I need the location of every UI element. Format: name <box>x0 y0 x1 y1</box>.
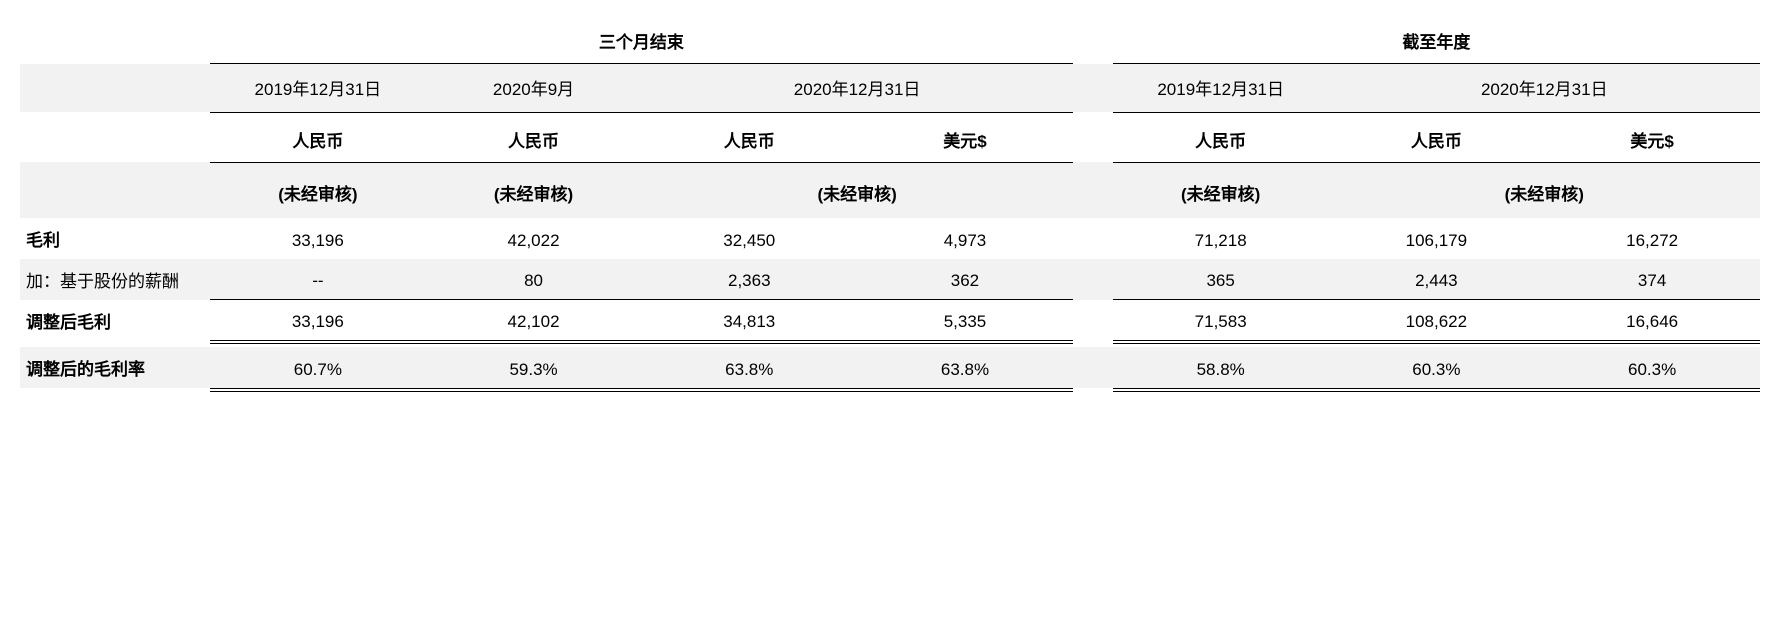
row-adjusted-gross-margin: 调整后的毛利率 60.7% 59.3% 63.8% 63.8% 58.8% 60… <box>20 347 1760 388</box>
period-header-2: 2020年9月 <box>426 64 642 113</box>
double-rule-row <box>20 341 1760 348</box>
row-label: 毛利 <box>20 218 210 259</box>
currency-header-c1: 人民币 <box>210 112 426 162</box>
period-header-3: 2020年12月31日 <box>641 64 1072 113</box>
cell: 60.3% <box>1544 347 1760 388</box>
period-header-4: 2019年12月31日 <box>1113 64 1329 113</box>
section-header-3month: 三个月结束 <box>210 20 1073 64</box>
cell: 42,022 <box>426 218 642 259</box>
financial-table: 三个月结束 截至年度 2019年12月31日 2020年9月 2020年12月3… <box>20 20 1760 395</box>
blank-cell <box>20 64 210 113</box>
currency-header-c3: 人民币 <box>641 112 857 162</box>
cell: 362 <box>857 259 1073 300</box>
row-share-based-comp: 加：基于股份的薪酬 -- 80 2,363 362 365 2,443 374 <box>20 259 1760 300</box>
currency-header-row: 人民币 人民币 人民币 美元$ 人民币 人民币 美元$ <box>20 112 1760 162</box>
blank-cell <box>20 112 210 162</box>
row-adjusted-gross-profit: 调整后毛利 33,196 42,102 34,813 5,335 71,583 … <box>20 300 1760 341</box>
gap-cell <box>1073 218 1113 259</box>
audit-header-c5: (未经审核) <box>1113 162 1329 218</box>
currency-header-c7: 美元$ <box>1544 112 1760 162</box>
cell: 60.3% <box>1329 347 1545 388</box>
period-header-row: 2019年12月31日 2020年9月 2020年12月31日 2019年12月… <box>20 64 1760 113</box>
cell: 80 <box>426 259 642 300</box>
gap-cell <box>1073 20 1113 64</box>
gap-cell <box>1073 347 1113 388</box>
double-rule-row-bottom <box>20 388 1760 395</box>
cell: 2,363 <box>641 259 857 300</box>
section-header-year: 截至年度 <box>1113 20 1760 64</box>
gap-cell <box>1073 112 1113 162</box>
gap-cell <box>1073 259 1113 300</box>
cell: 33,196 <box>210 218 426 259</box>
audit-header-c6: (未经审核) <box>1329 162 1760 218</box>
audit-header-c1: (未经审核) <box>210 162 426 218</box>
cell: 108,622 <box>1329 300 1545 341</box>
currency-header-c5: 人民币 <box>1113 112 1329 162</box>
currency-header-c4: 美元$ <box>857 112 1073 162</box>
gap-cell <box>1073 162 1113 218</box>
blank-cell <box>20 20 210 64</box>
audit-header-row: (未经审核) (未经审核) (未经审核) (未经审核) (未经审核) <box>20 162 1760 218</box>
row-label: 加：基于股份的薪酬 <box>20 259 210 300</box>
cell: 106,179 <box>1329 218 1545 259</box>
cell: 63.8% <box>641 347 857 388</box>
row-label: 调整后毛利 <box>20 300 210 341</box>
row-label: 调整后的毛利率 <box>20 347 210 388</box>
cell: 365 <box>1113 259 1329 300</box>
gap-cell <box>1073 64 1113 113</box>
cell: 71,583 <box>1113 300 1329 341</box>
audit-header-c2: (未经审核) <box>426 162 642 218</box>
period-header-5: 2020年12月31日 <box>1329 64 1760 113</box>
cell: -- <box>210 259 426 300</box>
cell: 374 <box>1544 259 1760 300</box>
cell: 2,443 <box>1329 259 1545 300</box>
cell: 59.3% <box>426 347 642 388</box>
row-gross-profit: 毛利 33,196 42,022 32,450 4,973 71,218 106… <box>20 218 1760 259</box>
cell: 42,102 <box>426 300 642 341</box>
cell: 58.8% <box>1113 347 1329 388</box>
cell: 16,646 <box>1544 300 1760 341</box>
cell: 16,272 <box>1544 218 1760 259</box>
blank-cell <box>20 162 210 218</box>
section-header-row: 三个月结束 截至年度 <box>20 20 1760 64</box>
gap-cell <box>1073 300 1113 341</box>
cell: 33,196 <box>210 300 426 341</box>
currency-header-c6: 人民币 <box>1329 112 1545 162</box>
cell: 60.7% <box>210 347 426 388</box>
cell: 63.8% <box>857 347 1073 388</box>
cell: 5,335 <box>857 300 1073 341</box>
cell: 32,450 <box>641 218 857 259</box>
currency-header-c2: 人民币 <box>426 112 642 162</box>
audit-header-c3: (未经审核) <box>641 162 1072 218</box>
cell: 4,973 <box>857 218 1073 259</box>
period-header-1: 2019年12月31日 <box>210 64 426 113</box>
cell: 34,813 <box>641 300 857 341</box>
cell: 71,218 <box>1113 218 1329 259</box>
